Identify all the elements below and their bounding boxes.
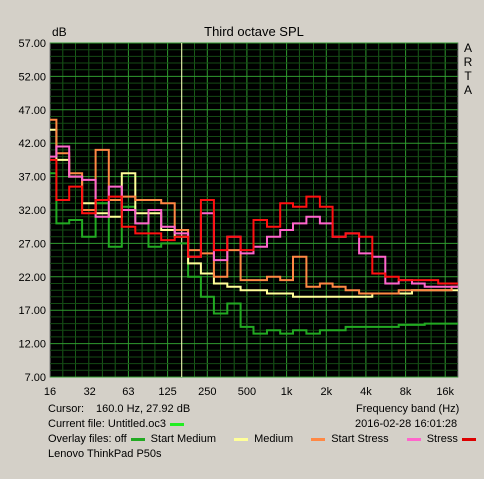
last-file-label: Lenovo ThinkPad P50s (48, 448, 162, 460)
x-axis-label: Frequency band (Hz) (356, 403, 460, 415)
chart-title: Third octave SPL (204, 24, 304, 39)
arta-logo: A R T A (463, 41, 473, 97)
y-tick-labels: 57.00 52.00 47.00 42.00 37.00 32.00 27.00 22.00… (18, 38, 46, 384)
arta-letter: A (463, 41, 472, 55)
legend-swatch-start-medium (130, 437, 145, 441)
overlay-files-label[interactable]: Overlay files: off (48, 433, 127, 445)
series-layer (50, 118, 458, 335)
x-tick-label: 2k (320, 386, 332, 398)
x-tick-label: 500 (238, 386, 256, 398)
legend-label-start-stress: Start Stress (331, 433, 389, 445)
legend-label-stress: Stress (426, 433, 458, 445)
x-tick-labels: 16 32 63 125 250 500 1k 2k 4k 8k 16k (44, 386, 455, 398)
y-tick-label: 22.00 (18, 272, 46, 284)
x-tick-label: 8k (400, 386, 412, 398)
arta-letter: R (463, 55, 473, 69)
legend-label-start-medium: Start Medium (150, 433, 217, 445)
legend-swatch-start-stress (311, 437, 326, 441)
x-tick-label: 1k (281, 386, 293, 398)
current-file-swatch (170, 422, 184, 426)
x-tick-label: 125 (158, 386, 176, 398)
y-tick-label: 7.00 (25, 372, 46, 384)
x-tick-label: 63 (122, 386, 134, 398)
current-file-row: Current file: Untitled.oc3 (48, 418, 190, 430)
y-tick-label: 17.00 (18, 305, 46, 317)
series-line-lenovo-thinkpad-p50s (50, 158, 458, 285)
current-file-label: Current file: Untitled.oc3 (48, 418, 166, 430)
legend-swatch-stress (406, 437, 421, 441)
y-tick-label: 12.00 (18, 339, 46, 351)
spl-chart: dB Third octave SPL 57.00 52.00 47.00 42.00… (18, 24, 459, 398)
y-tick-label: 47.00 (18, 105, 46, 117)
x-tick-label: 250 (198, 386, 216, 398)
x-tick-label: 4k (360, 386, 372, 398)
legend-label-medium: Medium (254, 433, 294, 445)
series-line-medium (50, 128, 458, 298)
x-tick-label: 16 (44, 386, 56, 398)
y-tick-label: 37.00 (18, 172, 46, 184)
y-tick-label: 52.00 (18, 71, 46, 83)
series-line-stress (50, 145, 458, 288)
legend-swatch-medium (234, 437, 249, 441)
y-tick-label: 57.00 (18, 38, 46, 50)
y-axis-unit: dB (52, 25, 67, 39)
y-tick-label: 42.00 (18, 138, 46, 150)
timestamp: 2016-02-28 16:01:28 (355, 418, 458, 430)
cursor-label: Cursor: (48, 403, 85, 415)
x-tick-label: 16k (436, 386, 454, 398)
cursor-readout: 160.0 Hz, 27.92 dB (96, 403, 191, 415)
arta-letter: A (463, 83, 472, 97)
y-tick-label: 27.00 (18, 238, 46, 250)
legend-swatch-lenovo (461, 437, 476, 441)
x-tick-label: 32 (84, 386, 96, 398)
arta-letter: T (464, 69, 472, 83)
overlay-legend: Overlay files: off Start Medium Medium S… (48, 433, 482, 445)
y-tick-label: 32.00 (18, 205, 46, 217)
grid (50, 42, 458, 378)
